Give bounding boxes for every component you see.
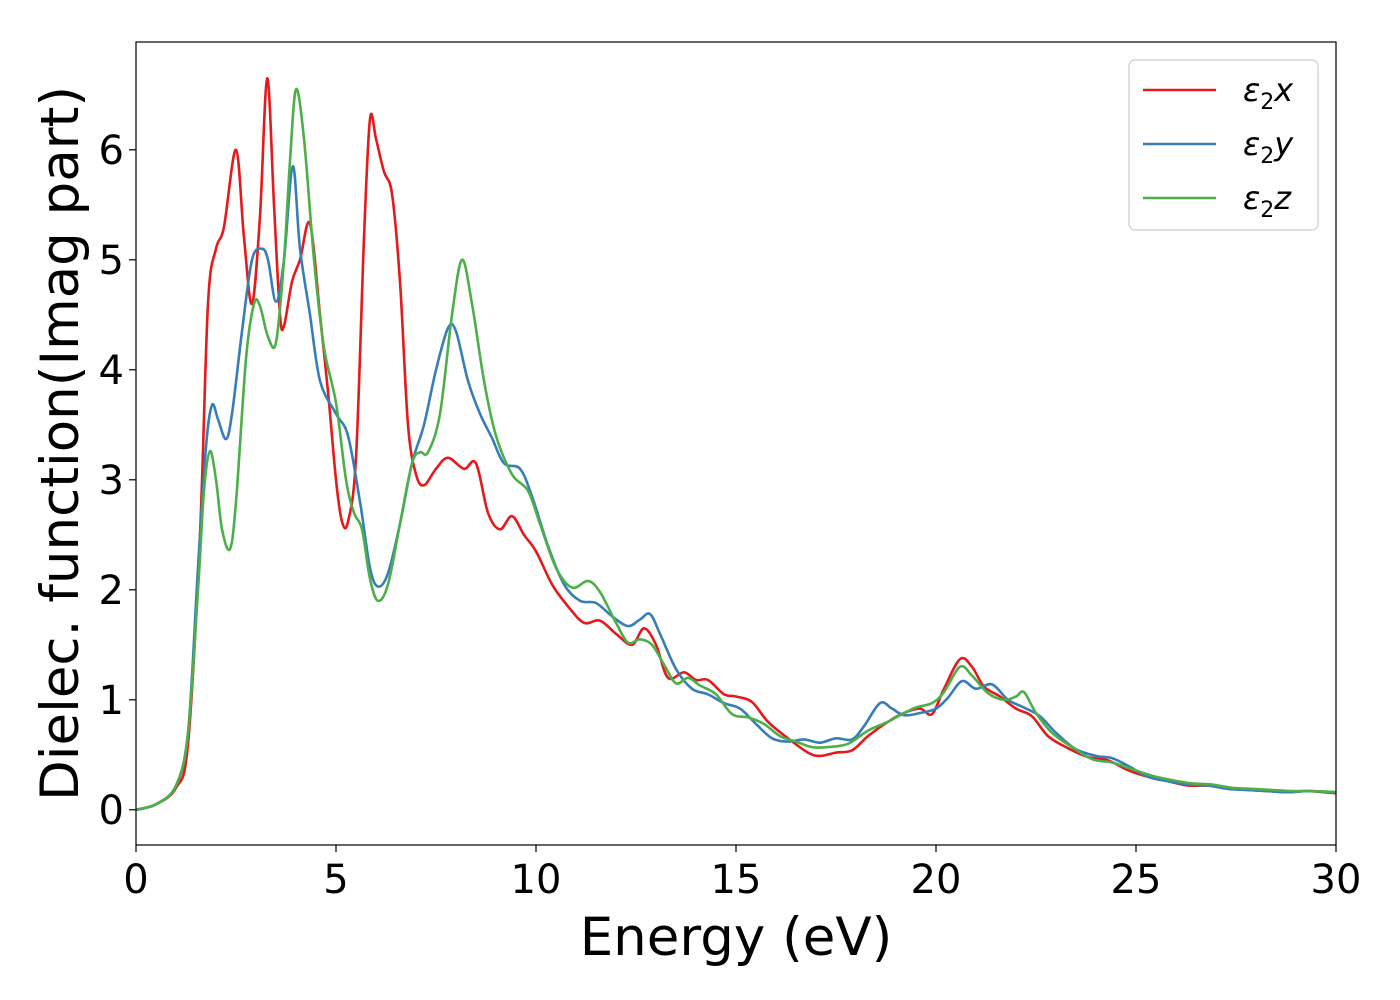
x-tick-label: 10 xyxy=(511,857,562,903)
x-tick-label: 15 xyxy=(711,857,762,903)
x-tick-label: 20 xyxy=(911,857,962,903)
x-tick-label: 30 xyxy=(1311,857,1362,903)
y-tick-label: 0 xyxy=(99,788,124,834)
y-axis-title: Dielec. function(Imag part) xyxy=(30,86,91,801)
y-tick-label: 3 xyxy=(99,458,124,504)
y-tick-label: 2 xyxy=(99,568,124,614)
series-line-x xyxy=(136,76,1336,812)
y-axis: 0 1 2 3 4 5 6 xyxy=(99,128,136,834)
x-tick-label: 5 xyxy=(323,857,348,903)
series-layer xyxy=(136,76,1336,812)
legend-label-x: ε2x xyxy=(1243,71,1294,115)
legend-label-z: ε2z xyxy=(1243,179,1292,223)
y-tick-label: 5 xyxy=(99,238,124,284)
legend-box xyxy=(1128,59,1319,231)
x-axis: 0 5 10 15 20 25 30 xyxy=(123,845,1361,903)
y-tick-label: 4 xyxy=(99,348,124,394)
legend-label-y: ε2y xyxy=(1243,125,1294,169)
x-axis-title: Energy (eV) xyxy=(580,907,893,968)
series-line-z xyxy=(136,87,1336,812)
y-tick-label: 6 xyxy=(99,128,124,174)
legend: ε2x ε2y ε2z xyxy=(1128,59,1319,231)
x-tick-label: 25 xyxy=(1111,857,1162,903)
x-tick-label: 0 xyxy=(123,857,148,903)
y-tick-label: 1 xyxy=(99,678,124,724)
